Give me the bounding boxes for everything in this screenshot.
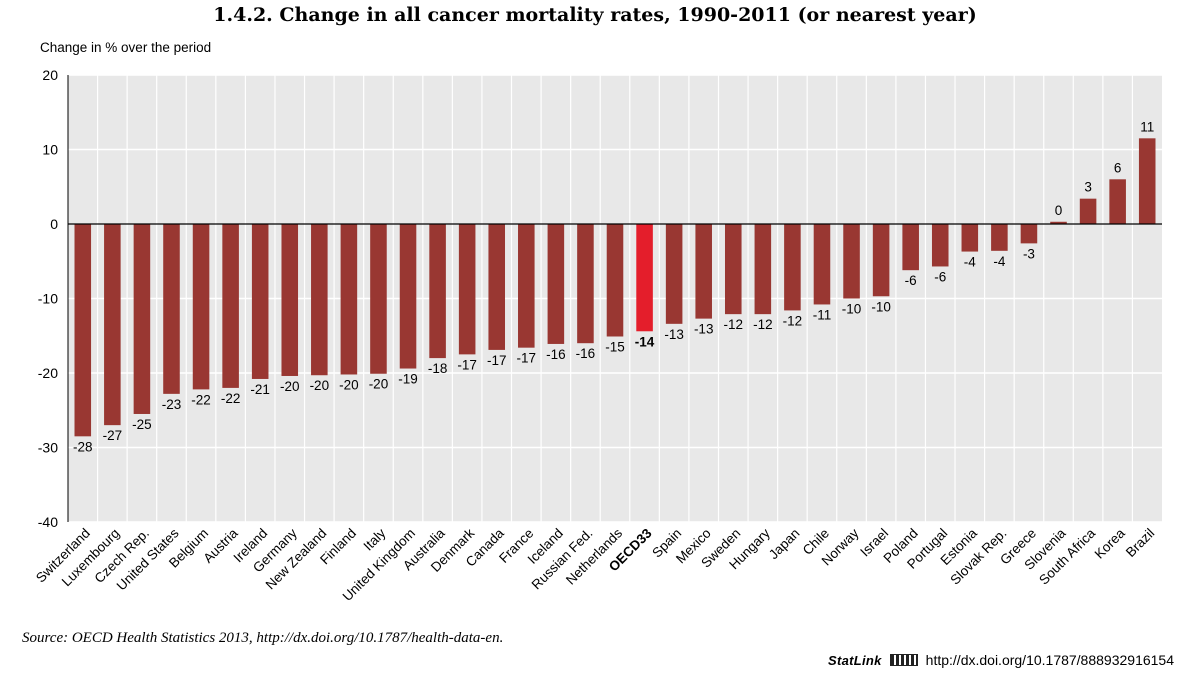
bar — [429, 224, 446, 359]
data-label: -17 — [487, 353, 507, 368]
data-label: -15 — [605, 339, 625, 354]
x-tick-label: Japan — [766, 526, 803, 563]
y-axis-label: Change in % over the period — [40, 40, 212, 55]
bar — [518, 224, 535, 348]
data-label: -23 — [162, 397, 182, 412]
y-tick-label: 0 — [50, 216, 58, 232]
data-label: -17 — [457, 357, 477, 372]
data-label: -22 — [221, 391, 241, 406]
x-tick-label: Korea — [1092, 525, 1128, 561]
bar — [695, 224, 712, 319]
y-tick-label: -10 — [38, 291, 58, 307]
bar — [488, 224, 506, 350]
y-tick-label: -40 — [38, 514, 58, 530]
bar — [902, 224, 919, 271]
bar — [1138, 138, 1156, 224]
bar — [872, 224, 890, 297]
data-label: -27 — [103, 428, 123, 443]
data-label: -10 — [871, 299, 891, 314]
bar — [311, 224, 328, 376]
source-note: Source: OECD Health Statistics 2013, htt… — [22, 630, 504, 646]
bar — [577, 224, 594, 344]
bar — [961, 224, 979, 252]
bar — [606, 224, 624, 337]
bar — [281, 224, 299, 376]
bar — [784, 224, 801, 311]
data-label: -13 — [664, 327, 684, 342]
bar — [754, 224, 772, 315]
y-tick-label: 10 — [42, 142, 58, 158]
data-label: -25 — [132, 417, 152, 432]
bar — [222, 224, 239, 388]
x-tick-label: Brazil — [1123, 526, 1157, 560]
bar — [104, 224, 121, 426]
bar — [1020, 224, 1038, 244]
y-tick-label: 20 — [42, 67, 58, 83]
bar — [192, 224, 210, 390]
bar-chart: -40-30-20-1001020-28Switzerland-27Luxemb… — [33, 67, 1162, 604]
statlink: StatLink http://dx.doi.org/10.1787/88893… — [828, 652, 1174, 668]
bar — [636, 224, 653, 332]
data-label: -6 — [905, 273, 917, 288]
data-label: -18 — [428, 361, 448, 376]
data-label: -17 — [517, 351, 537, 366]
statlink-url[interactable]: http://dx.doi.org/10.1787/888932916154 — [925, 652, 1174, 668]
data-label: -20 — [310, 378, 330, 393]
data-label: -28 — [73, 439, 93, 454]
data-label: -4 — [964, 255, 976, 270]
bar — [399, 224, 417, 369]
data-label: -22 — [191, 392, 211, 407]
data-label: -12 — [783, 313, 803, 328]
bar — [665, 224, 683, 324]
bar — [458, 224, 476, 355]
bar — [724, 224, 742, 315]
data-label: -10 — [842, 302, 862, 317]
statlink-logo-icon — [889, 654, 918, 666]
chart-title: 1.4.2. Change in all cancer mortality ra… — [213, 4, 977, 26]
data-label: -14 — [635, 334, 655, 349]
bar — [370, 224, 387, 374]
data-label: 3 — [1084, 180, 1092, 195]
bar — [1079, 198, 1097, 224]
bar — [163, 224, 180, 394]
data-label: -19 — [398, 372, 418, 387]
bar — [843, 224, 860, 299]
bar — [133, 224, 151, 414]
data-label: -3 — [1023, 246, 1035, 261]
data-label: 6 — [1114, 160, 1122, 175]
y-tick-label: -30 — [38, 440, 58, 456]
bar — [813, 224, 831, 305]
data-label: -11 — [813, 307, 832, 322]
statlink-brand: StatLink — [827, 652, 882, 668]
data-label: -13 — [694, 322, 714, 337]
bar — [74, 224, 92, 437]
bar — [1050, 221, 1067, 224]
data-label: -4 — [993, 254, 1005, 269]
data-label: -20 — [369, 377, 389, 392]
data-label: -21 — [250, 382, 270, 397]
data-label: -16 — [576, 346, 596, 361]
data-label: -6 — [934, 269, 946, 284]
data-label: -16 — [546, 347, 566, 362]
data-label: 0 — [1055, 203, 1063, 218]
y-tick-label: -20 — [38, 365, 58, 381]
bar — [340, 224, 358, 375]
data-label: -20 — [339, 377, 359, 392]
bar — [251, 224, 269, 379]
bar — [1109, 179, 1126, 224]
bar — [991, 224, 1008, 251]
bar — [547, 224, 565, 344]
data-label: -12 — [724, 317, 744, 332]
bar — [931, 224, 949, 267]
data-label: -20 — [280, 379, 300, 394]
data-label: 11 — [1140, 119, 1154, 134]
data-label: -12 — [753, 317, 773, 332]
